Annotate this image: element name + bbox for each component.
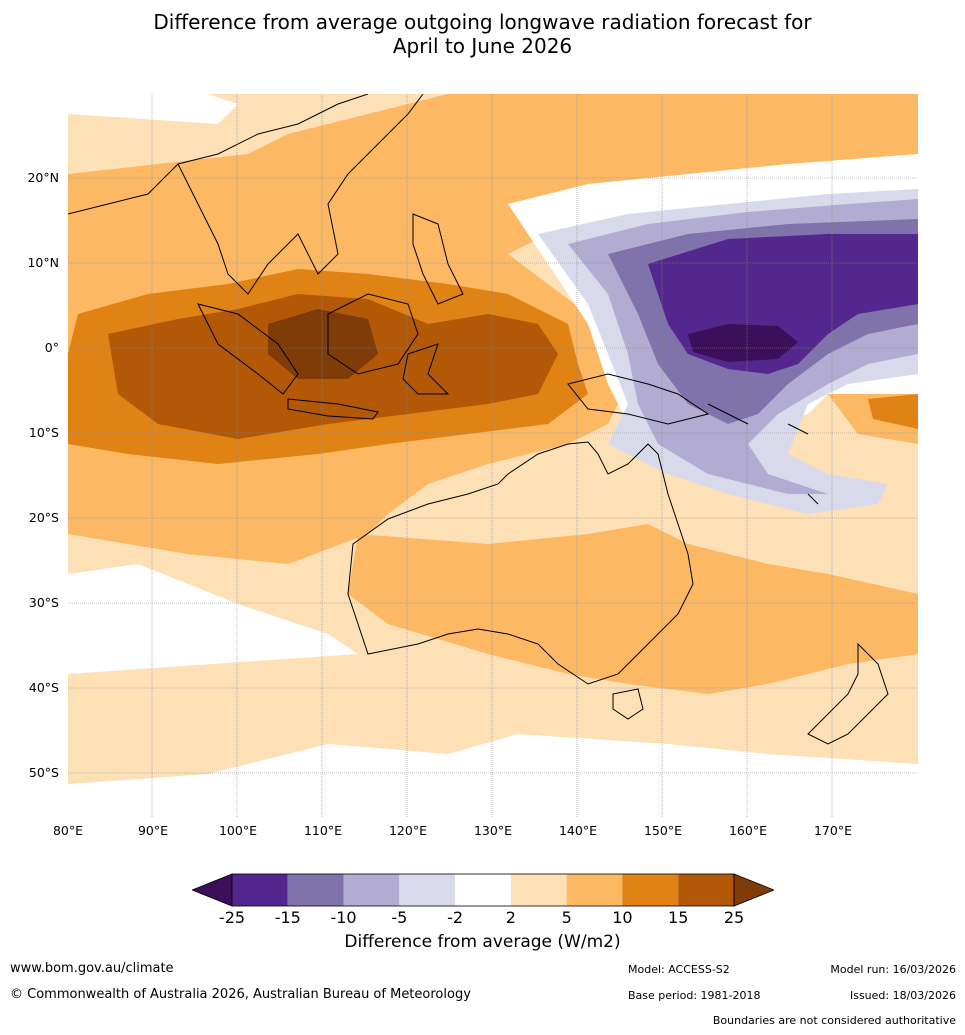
lon-label-120e: 120°E — [388, 823, 427, 838]
legend-swatch — [343, 874, 400, 906]
lon-label-90e: 90°E — [137, 823, 169, 838]
legend-tick-label: 2 — [505, 908, 516, 927]
title-line-1: Difference from average outgoing longwav… — [153, 10, 812, 34]
lon-label-160e: 160°E — [728, 823, 767, 838]
website-link[interactable]: www.bom.gov.au/climate — [10, 961, 174, 976]
coastlines — [68, 94, 889, 745]
legend-swatch — [287, 874, 344, 906]
legend-tick-label: -25 — [218, 908, 246, 927]
legend-tick-label: 15 — [668, 908, 689, 927]
lon-label-130e: 130°E — [473, 823, 512, 838]
legend-swatch — [566, 874, 623, 906]
lon-label-140e: 140°E — [558, 823, 597, 838]
legend-swatch — [399, 874, 456, 906]
lat-label-20n: 20°N — [27, 170, 59, 185]
legend-title: Difference from average (W/m2) — [344, 932, 621, 952]
legend-tick-label: 5 — [561, 908, 572, 927]
lon-label-170e: 170°E — [813, 823, 852, 838]
legend-swatch — [455, 874, 511, 906]
model-run: Model run: 16/03/2026 — [830, 963, 956, 976]
base-period: Base period: 1981-2018 — [628, 989, 761, 1002]
lat-label-40s: 40°S — [28, 680, 59, 695]
copyright-text: © Commonwealth of Australia 2026, Austra… — [10, 987, 471, 1002]
map-title: Difference from average outgoing longwav… — [0, 10, 965, 58]
legend-swatch — [510, 874, 567, 906]
lat-label-0: 0° — [44, 340, 59, 355]
boundaries-disclaimer: Boundaries are not considered authoritat… — [712, 1014, 956, 1027]
legend-swatch — [678, 874, 734, 906]
legend-tick-label: -15 — [274, 908, 301, 927]
legend-swatch — [622, 874, 679, 906]
lon-label-150e: 150°E — [643, 823, 682, 838]
lat-label-10n: 10°N — [27, 255, 59, 270]
legend-tick-label: 25 — [723, 908, 745, 927]
model-name: Model: ACCESS-S2 — [628, 963, 730, 976]
color-legend — [190, 873, 776, 907]
lat-label-50s: 50°S — [28, 765, 59, 780]
legend-tick-label: -10 — [330, 908, 357, 927]
legend-extend-high — [733, 873, 776, 907]
olr-anomaly-map — [68, 94, 918, 817]
legend-tick-label: -2 — [447, 908, 464, 927]
lon-label-80e: 80°E — [52, 823, 84, 838]
lat-label-10s: 10°S — [28, 425, 59, 440]
title-line-2: April to June 2026 — [392, 34, 573, 58]
legend-extend-low — [190, 873, 233, 907]
legend-tick-label: 10 — [612, 908, 633, 927]
lat-label-20s: 20°S — [28, 510, 59, 525]
legend-swatch — [232, 874, 288, 906]
legend-frame — [231, 873, 735, 907]
lat-label-30s: 30°S — [28, 595, 59, 610]
legend-tick-label: -5 — [391, 908, 408, 927]
graticule — [68, 94, 918, 817]
issued-date: Issued: 18/03/2026 — [849, 989, 956, 1002]
lon-label-100e: 100°E — [218, 823, 257, 838]
lon-label-110e: 110°E — [303, 823, 342, 838]
